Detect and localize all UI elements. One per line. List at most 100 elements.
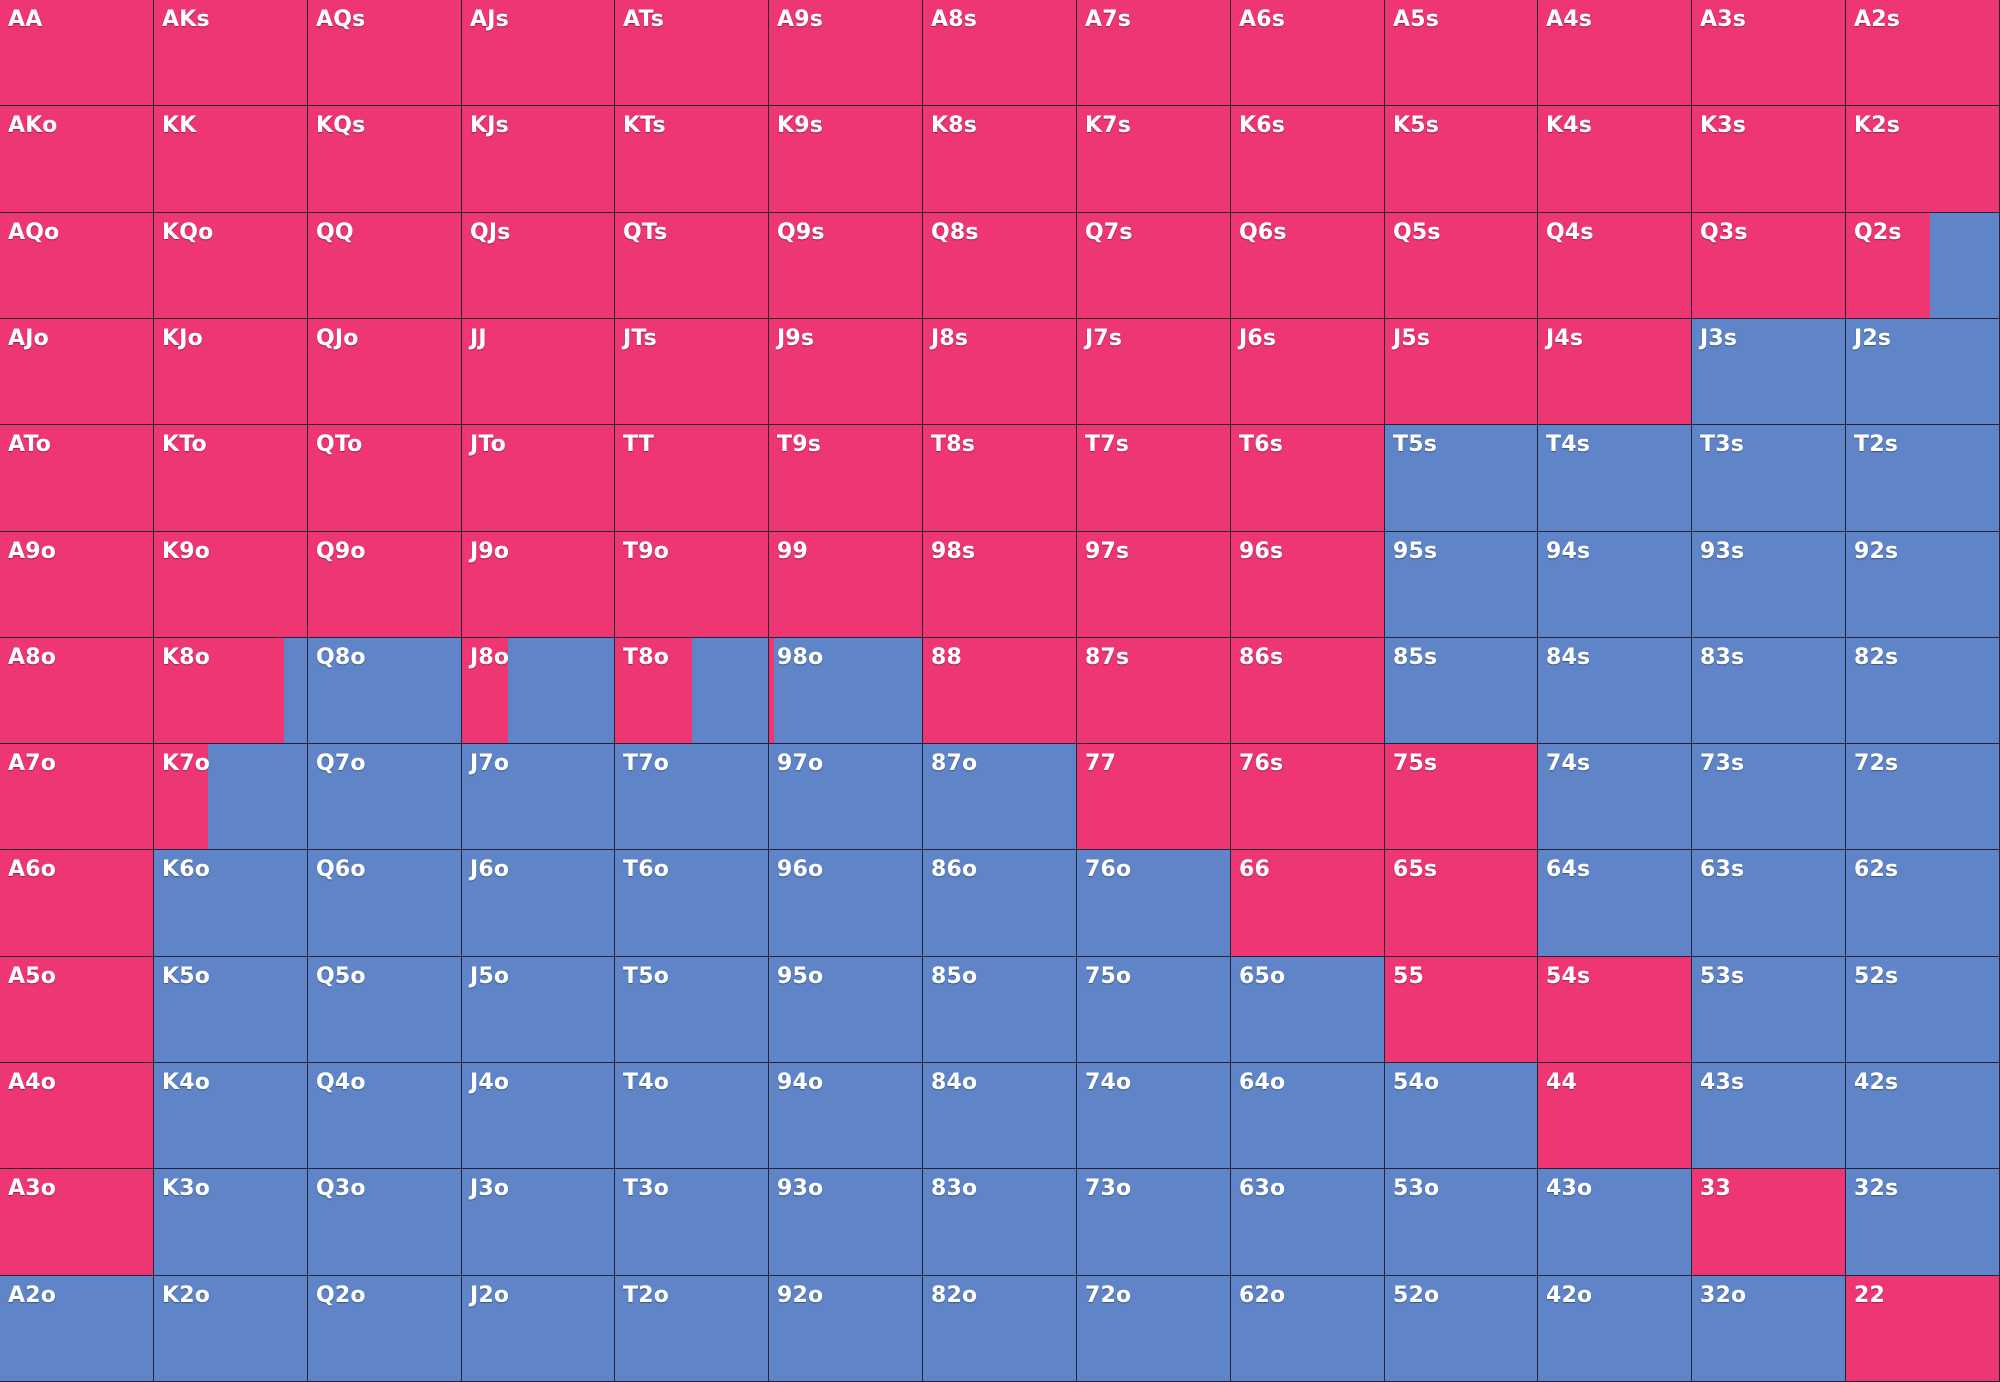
hand-cell-t4s[interactable]: T4s xyxy=(1538,425,1692,532)
hand-cell-qjo[interactable]: QJo xyxy=(308,319,462,425)
hand-cell-t8s[interactable]: T8s xyxy=(923,425,1077,532)
hand-cell-qts[interactable]: QTs xyxy=(615,213,769,319)
hand-cell-jts[interactable]: JTs xyxy=(615,319,769,425)
hand-cell-a3s[interactable]: A3s xyxy=(1692,0,1846,106)
hand-cell-jto[interactable]: JTo xyxy=(462,425,615,532)
hand-cell-96o[interactable]: 96o xyxy=(769,850,923,957)
hand-cell-k2o[interactable]: K2o xyxy=(154,1276,308,1382)
hand-cell-92o[interactable]: 92o xyxy=(769,1276,923,1382)
hand-cell-92s[interactable]: 92s xyxy=(1846,532,2000,638)
hand-cell-k4s[interactable]: K4s xyxy=(1538,106,1692,213)
hand-cell-j5s[interactable]: J5s xyxy=(1385,319,1538,425)
hand-cell-a6s[interactable]: A6s xyxy=(1231,0,1385,106)
hand-cell-a9s[interactable]: A9s xyxy=(769,0,923,106)
hand-cell-93s[interactable]: 93s xyxy=(1692,532,1846,638)
hand-cell-75o[interactable]: 75o xyxy=(1077,957,1231,1063)
hand-cell-k6s[interactable]: K6s xyxy=(1231,106,1385,213)
hand-cell-54s[interactable]: 54s xyxy=(1538,957,1692,1063)
hand-cell-66[interactable]: 66 xyxy=(1231,850,1385,957)
hand-cell-t6o[interactable]: T6o xyxy=(615,850,769,957)
hand-cell-kqo[interactable]: KQo xyxy=(154,213,308,319)
hand-cell-q6o[interactable]: Q6o xyxy=(308,850,462,957)
hand-cell-95o[interactable]: 95o xyxy=(769,957,923,1063)
hand-cell-62o[interactable]: 62o xyxy=(1231,1276,1385,1382)
hand-cell-a9o[interactable]: A9o xyxy=(0,532,154,638)
hand-cell-a7o[interactable]: A7o xyxy=(0,744,154,850)
hand-cell-a8o[interactable]: A8o xyxy=(0,638,154,744)
hand-cell-t7s[interactable]: T7s xyxy=(1077,425,1231,532)
hand-cell-t9s[interactable]: T9s xyxy=(769,425,923,532)
hand-cell-t3s[interactable]: T3s xyxy=(1692,425,1846,532)
hand-cell-k3o[interactable]: K3o xyxy=(154,1169,308,1276)
hand-cell-q8s[interactable]: Q8s xyxy=(923,213,1077,319)
hand-cell-t2s[interactable]: T2s xyxy=(1846,425,2000,532)
hand-cell-aqo[interactable]: AQo xyxy=(0,213,154,319)
hand-cell-t6s[interactable]: T6s xyxy=(1231,425,1385,532)
hand-cell-a6o[interactable]: A6o xyxy=(0,850,154,957)
hand-cell-j9o[interactable]: J9o xyxy=(462,532,615,638)
hand-cell-83o[interactable]: 83o xyxy=(923,1169,1077,1276)
hand-cell-t5o[interactable]: T5o xyxy=(615,957,769,1063)
hand-cell-32s[interactable]: 32s xyxy=(1846,1169,2000,1276)
hand-cell-j7o[interactable]: J7o xyxy=(462,744,615,850)
hand-cell-ako[interactable]: AKo xyxy=(0,106,154,213)
hand-cell-t4o[interactable]: T4o xyxy=(615,1063,769,1169)
hand-cell-99[interactable]: 99 xyxy=(769,532,923,638)
hand-cell-a2o[interactable]: A2o xyxy=(0,1276,154,1382)
hand-cell-q5s[interactable]: Q5s xyxy=(1385,213,1538,319)
hand-cell-kk[interactable]: KK xyxy=(154,106,308,213)
hand-cell-q7s[interactable]: Q7s xyxy=(1077,213,1231,319)
hand-cell-64s[interactable]: 64s xyxy=(1538,850,1692,957)
hand-cell-j4o[interactable]: J4o xyxy=(462,1063,615,1169)
hand-cell-t3o[interactable]: T3o xyxy=(615,1169,769,1276)
hand-cell-aa[interactable]: AA xyxy=(0,0,154,106)
hand-cell-kjo[interactable]: KJo xyxy=(154,319,308,425)
hand-cell-85o[interactable]: 85o xyxy=(923,957,1077,1063)
hand-cell-86o[interactable]: 86o xyxy=(923,850,1077,957)
hand-cell-q6s[interactable]: Q6s xyxy=(1231,213,1385,319)
hand-cell-kts[interactable]: KTs xyxy=(615,106,769,213)
hand-cell-j2o[interactable]: J2o xyxy=(462,1276,615,1382)
hand-cell-42o[interactable]: 42o xyxy=(1538,1276,1692,1382)
hand-cell-77[interactable]: 77 xyxy=(1077,744,1231,850)
hand-cell-j6o[interactable]: J6o xyxy=(462,850,615,957)
hand-cell-qjs[interactable]: QJs xyxy=(462,213,615,319)
hand-cell-63o[interactable]: 63o xyxy=(1231,1169,1385,1276)
hand-cell-94o[interactable]: 94o xyxy=(769,1063,923,1169)
hand-cell-86s[interactable]: 86s xyxy=(1231,638,1385,744)
hand-cell-jj[interactable]: JJ xyxy=(462,319,615,425)
hand-cell-q2s[interactable]: Q2s xyxy=(1846,213,2000,319)
hand-cell-j8o[interactable]: J8o xyxy=(462,638,615,744)
hand-cell-22[interactable]: 22 xyxy=(1846,1276,2000,1382)
hand-cell-63s[interactable]: 63s xyxy=(1692,850,1846,957)
hand-cell-q4s[interactable]: Q4s xyxy=(1538,213,1692,319)
hand-cell-54o[interactable]: 54o xyxy=(1385,1063,1538,1169)
hand-cell-74o[interactable]: 74o xyxy=(1077,1063,1231,1169)
hand-cell-j4s[interactable]: J4s xyxy=(1538,319,1692,425)
hand-cell-53s[interactable]: 53s xyxy=(1692,957,1846,1063)
hand-cell-62s[interactable]: 62s xyxy=(1846,850,2000,957)
hand-cell-kjs[interactable]: KJs xyxy=(462,106,615,213)
hand-cell-95s[interactable]: 95s xyxy=(1385,532,1538,638)
hand-cell-87o[interactable]: 87o xyxy=(923,744,1077,850)
hand-cell-q7o[interactable]: Q7o xyxy=(308,744,462,850)
hand-cell-k9s[interactable]: K9s xyxy=(769,106,923,213)
hand-cell-k3s[interactable]: K3s xyxy=(1692,106,1846,213)
hand-cell-qto[interactable]: QTo xyxy=(308,425,462,532)
hand-cell-74s[interactable]: 74s xyxy=(1538,744,1692,850)
hand-cell-88[interactable]: 88 xyxy=(923,638,1077,744)
hand-cell-k8s[interactable]: K8s xyxy=(923,106,1077,213)
hand-cell-98s[interactable]: 98s xyxy=(923,532,1077,638)
hand-cell-32o[interactable]: 32o xyxy=(1692,1276,1846,1382)
hand-cell-k2s[interactable]: K2s xyxy=(1846,106,2000,213)
hand-cell-j8s[interactable]: J8s xyxy=(923,319,1077,425)
hand-cell-76o[interactable]: 76o xyxy=(1077,850,1231,957)
hand-cell-k9o[interactable]: K9o xyxy=(154,532,308,638)
hand-cell-83s[interactable]: 83s xyxy=(1692,638,1846,744)
hand-cell-52o[interactable]: 52o xyxy=(1385,1276,1538,1382)
hand-cell-j3s[interactable]: J3s xyxy=(1692,319,1846,425)
hand-cell-84s[interactable]: 84s xyxy=(1538,638,1692,744)
hand-cell-j5o[interactable]: J5o xyxy=(462,957,615,1063)
hand-cell-t2o[interactable]: T2o xyxy=(615,1276,769,1382)
hand-cell-43o[interactable]: 43o xyxy=(1538,1169,1692,1276)
